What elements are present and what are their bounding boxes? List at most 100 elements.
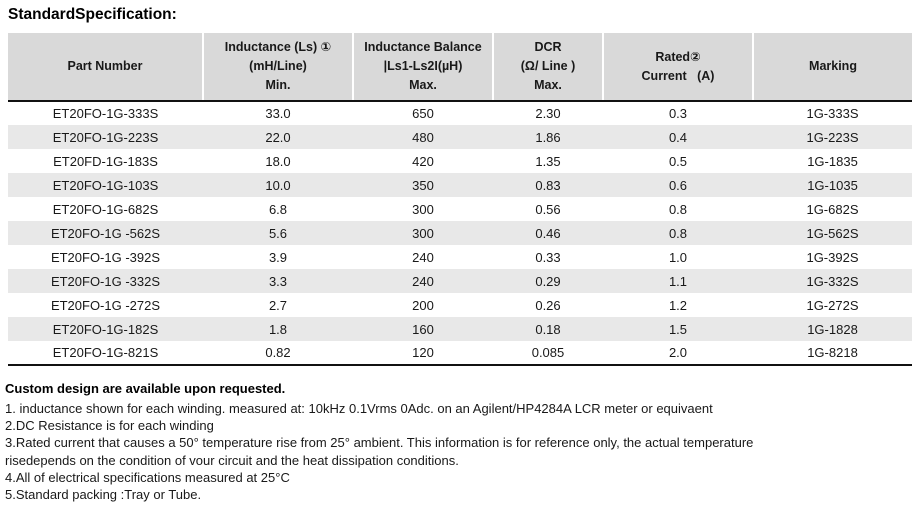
table-row: ET20FO-1G-333S 33.0 650 2.30 0.3 1G-333S [8, 101, 912, 125]
table-row: ET20FO-1G -562S 5.6 300 0.46 0.8 1G-562S [8, 221, 912, 245]
header-line: Marking [809, 59, 857, 73]
header-line: Max. [409, 78, 437, 92]
cell-dcr-max: 0.46 [535, 225, 561, 241]
cell-rated-current: 1.5 [668, 321, 688, 337]
table-row: ET20FD-1G-183S 18.0 420 1.35 0.5 1G-1835 [8, 149, 912, 173]
cell-inductance-balance-max: 120 [412, 345, 434, 360]
header-line: Rated② [655, 49, 701, 64]
table-header-row: Part Number Inductance (Ls) ① (mH/Line) Min… [8, 33, 912, 102]
cell-dcr-max: 0.83 [535, 177, 561, 193]
cell-inductance-min: 3.9 [268, 249, 288, 265]
cell-dcr-max: 0.29 [535, 273, 561, 289]
notes-section: Custom design are available upon request… [5, 380, 922, 503]
cell-part-number: ET20FO-1G-682S [52, 201, 159, 217]
table-row: ET20FO-1G -272S 2.7 200 0.26 1.2 1G-272S [8, 293, 912, 317]
header-line: Inductance (Ls) ① [224, 40, 332, 54]
cell-inductance-balance-max: 300 [412, 201, 434, 217]
header-line: Inductance Balance [364, 40, 482, 54]
cell-inductance-balance-max: 200 [412, 297, 434, 313]
table-row: ET20FO-1G-103S 10.0 350 0.83 0.6 1G-1035 [8, 173, 912, 197]
custom-design-note: Custom design are available upon request… [5, 381, 286, 396]
cell-part-number: ET20FO-1G -562S [50, 225, 161, 241]
header-rated-current: Rated② Current (A) [602, 33, 753, 102]
cell-inductance-min: 6.8 [268, 201, 288, 217]
cell-inductance-balance-max: 300 [412, 225, 434, 241]
table-row: ET20FO-1G -332S 3.3 240 0.29 1.1 1G-332S [8, 269, 912, 293]
note-line: 1. inductance shown for each winding. me… [5, 401, 713, 416]
header-part-number: Part Number [8, 33, 203, 102]
table-row: ET20FO-1G-821S 0.82 120 0.085 2.0 1G-8218 [8, 341, 912, 365]
cell-rated-current: 0.6 [668, 177, 688, 193]
cell-part-number: ET20FO-1G -392S [50, 249, 161, 265]
header-inductance-balance-max: Inductance Balance |Ls1-Ls2I(µH) Max. [352, 33, 493, 102]
header-line: Part Number [67, 59, 143, 73]
cell-rated-current: 0.5 [668, 153, 688, 169]
note-line: 2.DC Resistance is for each winding [5, 418, 214, 434]
cell-inductance-balance-max: 650 [412, 106, 434, 121]
cell-rated-current: 0.3 [668, 106, 688, 121]
table-row: ET20FO-1G-682S 6.8 300 0.56 0.8 1G-682S [8, 197, 912, 221]
cell-rated-current: 0.8 [668, 225, 688, 241]
header-line: DCR [534, 40, 562, 54]
cell-dcr-max: 0.33 [535, 249, 561, 265]
cell-inductance-balance-max: 350 [412, 177, 434, 193]
cell-dcr-max: 1.35 [535, 153, 561, 169]
table-header: Part Number Inductance (Ls) ① (mH/Line) Min… [8, 33, 912, 102]
cell-part-number: ET20FO-1G-333S [52, 106, 159, 121]
note-line: 4.All of electrical specifications measu… [5, 469, 290, 485]
cell-rated-current: 0.4 [668, 129, 688, 145]
cell-dcr-max: 1.86 [535, 129, 561, 145]
cell-inductance-min: 22.0 [265, 129, 291, 145]
cell-marking: 1G-8218 [807, 345, 858, 360]
cell-inductance-min: 3.3 [268, 273, 288, 289]
note-line: risedepends on the condition of vour cir… [5, 452, 459, 468]
cell-part-number: ET20FO-1G-223S [52, 129, 159, 145]
cell-inductance-min: 2.7 [268, 297, 288, 313]
cell-inductance-min: 18.0 [265, 153, 291, 169]
notes-list: 1. inductance shown for each winding. me… [5, 400, 922, 503]
table-row: ET20FO-1G -392S 3.9 240 0.33 1.0 1G-392S [8, 245, 912, 269]
cell-inductance-min: 1.8 [268, 321, 288, 337]
cell-rated-current: 2.0 [668, 345, 688, 360]
cell-part-number: ET20FO-1G-182S [52, 321, 159, 337]
note-line: 5.Standard packing :Tray or Tube. [5, 487, 202, 503]
cell-marking: 1G-562S [806, 225, 859, 241]
cell-part-number: ET20FO-1G -272S [50, 297, 161, 313]
cell-inductance-min: 33.0 [265, 106, 291, 121]
table-row: ET20FO-1G-223S 22.0 480 1.86 0.4 1G-223S [8, 125, 912, 149]
header-line: |Ls1-Ls2I(µH) [383, 59, 463, 73]
cell-marking: 1G-682S [806, 201, 859, 217]
cell-part-number: ET20FO-1G -332S [50, 273, 161, 289]
cell-rated-current: 1.2 [668, 297, 688, 313]
cell-dcr-max: 0.085 [531, 345, 565, 360]
table-row: ET20FO-1G-182S 1.8 160 0.18 1.5 1G-1828 [8, 317, 912, 341]
cell-part-number: ET20FD-1G-183S [53, 153, 158, 169]
header-line: (Ω/ Line ) [520, 59, 576, 73]
header-dcr-max: DCR (Ω/ Line ) Max. [492, 33, 603, 102]
cell-inductance-min: 5.6 [268, 225, 288, 241]
cell-inductance-min: 10.0 [265, 177, 291, 193]
table-body: ET20FO-1G-333S 33.0 650 2.30 0.3 1G-333S ET20F… [8, 101, 912, 365]
cell-rated-current: 0.8 [668, 201, 688, 217]
header-line: Min. [265, 78, 291, 92]
cell-inductance-balance-max: 420 [412, 153, 434, 169]
header-line: (mH/Line) [249, 59, 307, 73]
cell-inductance-balance-max: 240 [412, 273, 434, 289]
cell-inductance-min: 0.82 [265, 345, 291, 360]
header-line: Max. [534, 78, 562, 92]
cell-marking: 1G-1828 [807, 321, 858, 337]
cell-dcr-max: 0.26 [535, 297, 561, 313]
header-marking: Marking [752, 33, 912, 102]
cell-part-number: ET20FO-1G-821S [52, 345, 159, 360]
note-line: 3.Rated current that causes a 50° temper… [5, 435, 754, 451]
cell-part-number: ET20FO-1G-103S [52, 177, 159, 193]
cell-marking: 1G-1035 [807, 177, 858, 193]
cell-dcr-max: 0.18 [535, 321, 561, 337]
cell-inductance-balance-max: 240 [412, 249, 434, 265]
header-inductance-min: Inductance (Ls) ① (mH/Line) Min. [202, 33, 353, 102]
page-title: StandardSpecification: [8, 6, 177, 23]
cell-marking: 1G-223S [806, 129, 859, 145]
cell-marking: 1G-332S [806, 273, 859, 289]
cell-inductance-balance-max: 480 [412, 129, 434, 145]
cell-marking: 1G-272S [806, 297, 859, 313]
